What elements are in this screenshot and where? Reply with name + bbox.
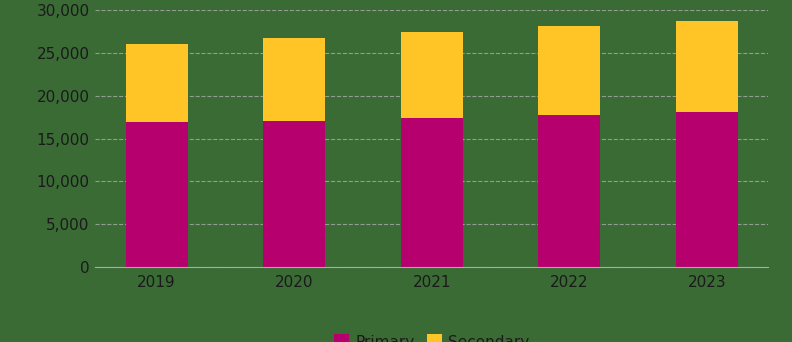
- Bar: [126, 122, 188, 267]
- Bar: [676, 111, 737, 267]
- Bar: [539, 115, 600, 267]
- Bar: [263, 38, 325, 121]
- Bar: [126, 44, 188, 122]
- Legend: Primary, Secondary: Primary, Secondary: [328, 329, 535, 342]
- Bar: [401, 32, 463, 118]
- Bar: [676, 21, 737, 111]
- Bar: [263, 121, 325, 267]
- Bar: [539, 26, 600, 115]
- Bar: [401, 118, 463, 267]
